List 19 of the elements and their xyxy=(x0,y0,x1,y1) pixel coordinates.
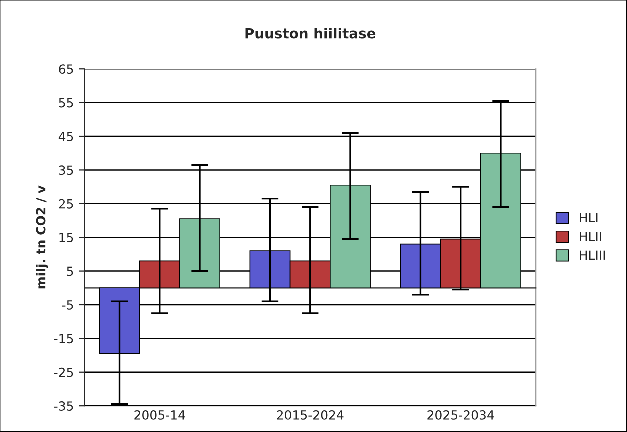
x-tick-label: 2005-14 xyxy=(134,410,186,420)
y-tick-label: 5 xyxy=(67,266,74,276)
y-tick-label: 25 xyxy=(59,199,74,209)
y-tick-label: 15 xyxy=(60,233,74,243)
legend-label: HLI xyxy=(580,213,598,223)
y-tick-label: -5 xyxy=(62,300,74,310)
x-tick-label: 2015-2024 xyxy=(277,410,344,420)
legend-label: HLII xyxy=(580,232,602,242)
y-tick-label: 35 xyxy=(59,166,74,176)
y-tick-label: 65 xyxy=(59,64,74,74)
y-tick-label: -15 xyxy=(54,334,74,344)
legend-label: HLIII xyxy=(580,250,606,260)
y-tick-label: 55 xyxy=(59,98,74,108)
y-axis-title: milj. tn CO2 / v xyxy=(36,186,48,289)
y-tick-label: 45 xyxy=(58,132,74,142)
y-tick-label: -35 xyxy=(54,402,74,412)
chart-title: Puuston hiilitase xyxy=(246,28,376,39)
y-tick-label: -25 xyxy=(54,368,74,378)
x-tick-label: 2025-2034 xyxy=(428,410,494,420)
